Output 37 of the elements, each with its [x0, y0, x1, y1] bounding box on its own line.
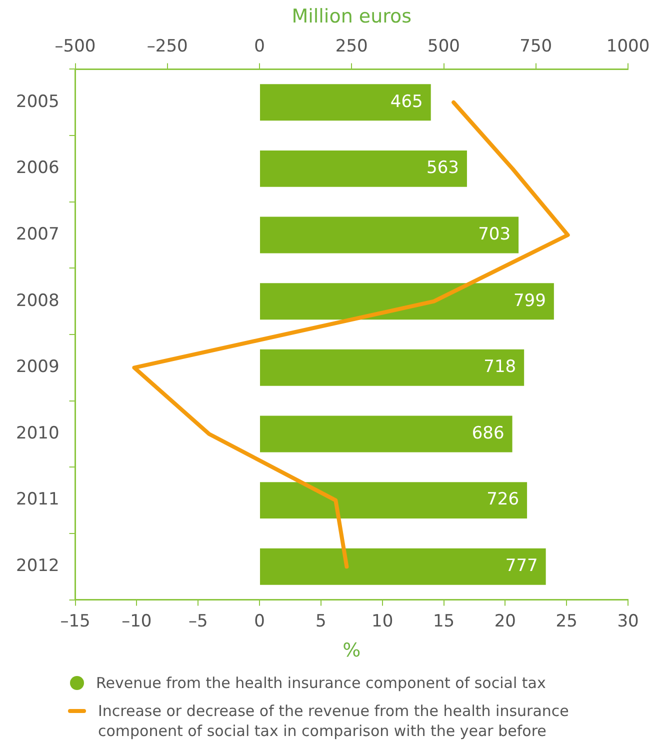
y-tick-label: 2006 — [16, 158, 60, 178]
y-tick-label: 2012 — [16, 556, 60, 576]
x-tick-label: 30 — [617, 611, 639, 632]
data-label: 703 — [478, 224, 511, 244]
x-tick-label: 0 — [254, 611, 265, 632]
x-axis-title: % — [342, 640, 361, 662]
x2-tick-label: –250 — [146, 36, 188, 56]
data-label: 563 — [426, 158, 459, 178]
data-label: 777 — [505, 556, 538, 576]
data-label: 726 — [486, 490, 520, 510]
x-tick-label: –10 — [122, 611, 152, 632]
x2-tick-label: –500 — [54, 36, 96, 56]
data-label: 718 — [484, 357, 516, 378]
y-tick-label: 2009 — [16, 357, 60, 378]
x-tick-label: 10 — [372, 611, 394, 632]
x-tick-label: 5 — [316, 611, 326, 632]
x-tick-label: –5 — [188, 611, 208, 632]
data-label: 799 — [513, 290, 546, 311]
data-label: 465 — [390, 92, 423, 112]
y-tick-label: 2008 — [16, 290, 60, 311]
x-tick-label: 20 — [494, 611, 516, 632]
x2-axis-title: Million euros — [292, 5, 412, 28]
x-tick-label: 15 — [432, 611, 455, 632]
y-tick-label: 2010 — [16, 423, 60, 444]
x-tick-label: –15 — [60, 611, 90, 632]
y-tick-label: 2007 — [16, 224, 60, 244]
x2-tick-label: 750 — [520, 36, 552, 56]
x2-tick-label: 0 — [254, 36, 265, 56]
x2-tick-label: 1000 — [606, 36, 650, 56]
x2-tick-label: 250 — [335, 36, 368, 56]
legend-label: Revenue from the health insurance component of social tax — [96, 673, 546, 693]
data-label: 686 — [472, 423, 504, 444]
y-tick-label: 2005 — [16, 92, 60, 112]
x-tick-label: 25 — [556, 611, 578, 632]
y-tick-label: 2011 — [16, 490, 60, 510]
legend-label: Increase or decrease of the revenue from the health insurance component of social tax in comparison with the year before — [98, 701, 570, 741]
x2-tick-label: 500 — [428, 36, 460, 56]
